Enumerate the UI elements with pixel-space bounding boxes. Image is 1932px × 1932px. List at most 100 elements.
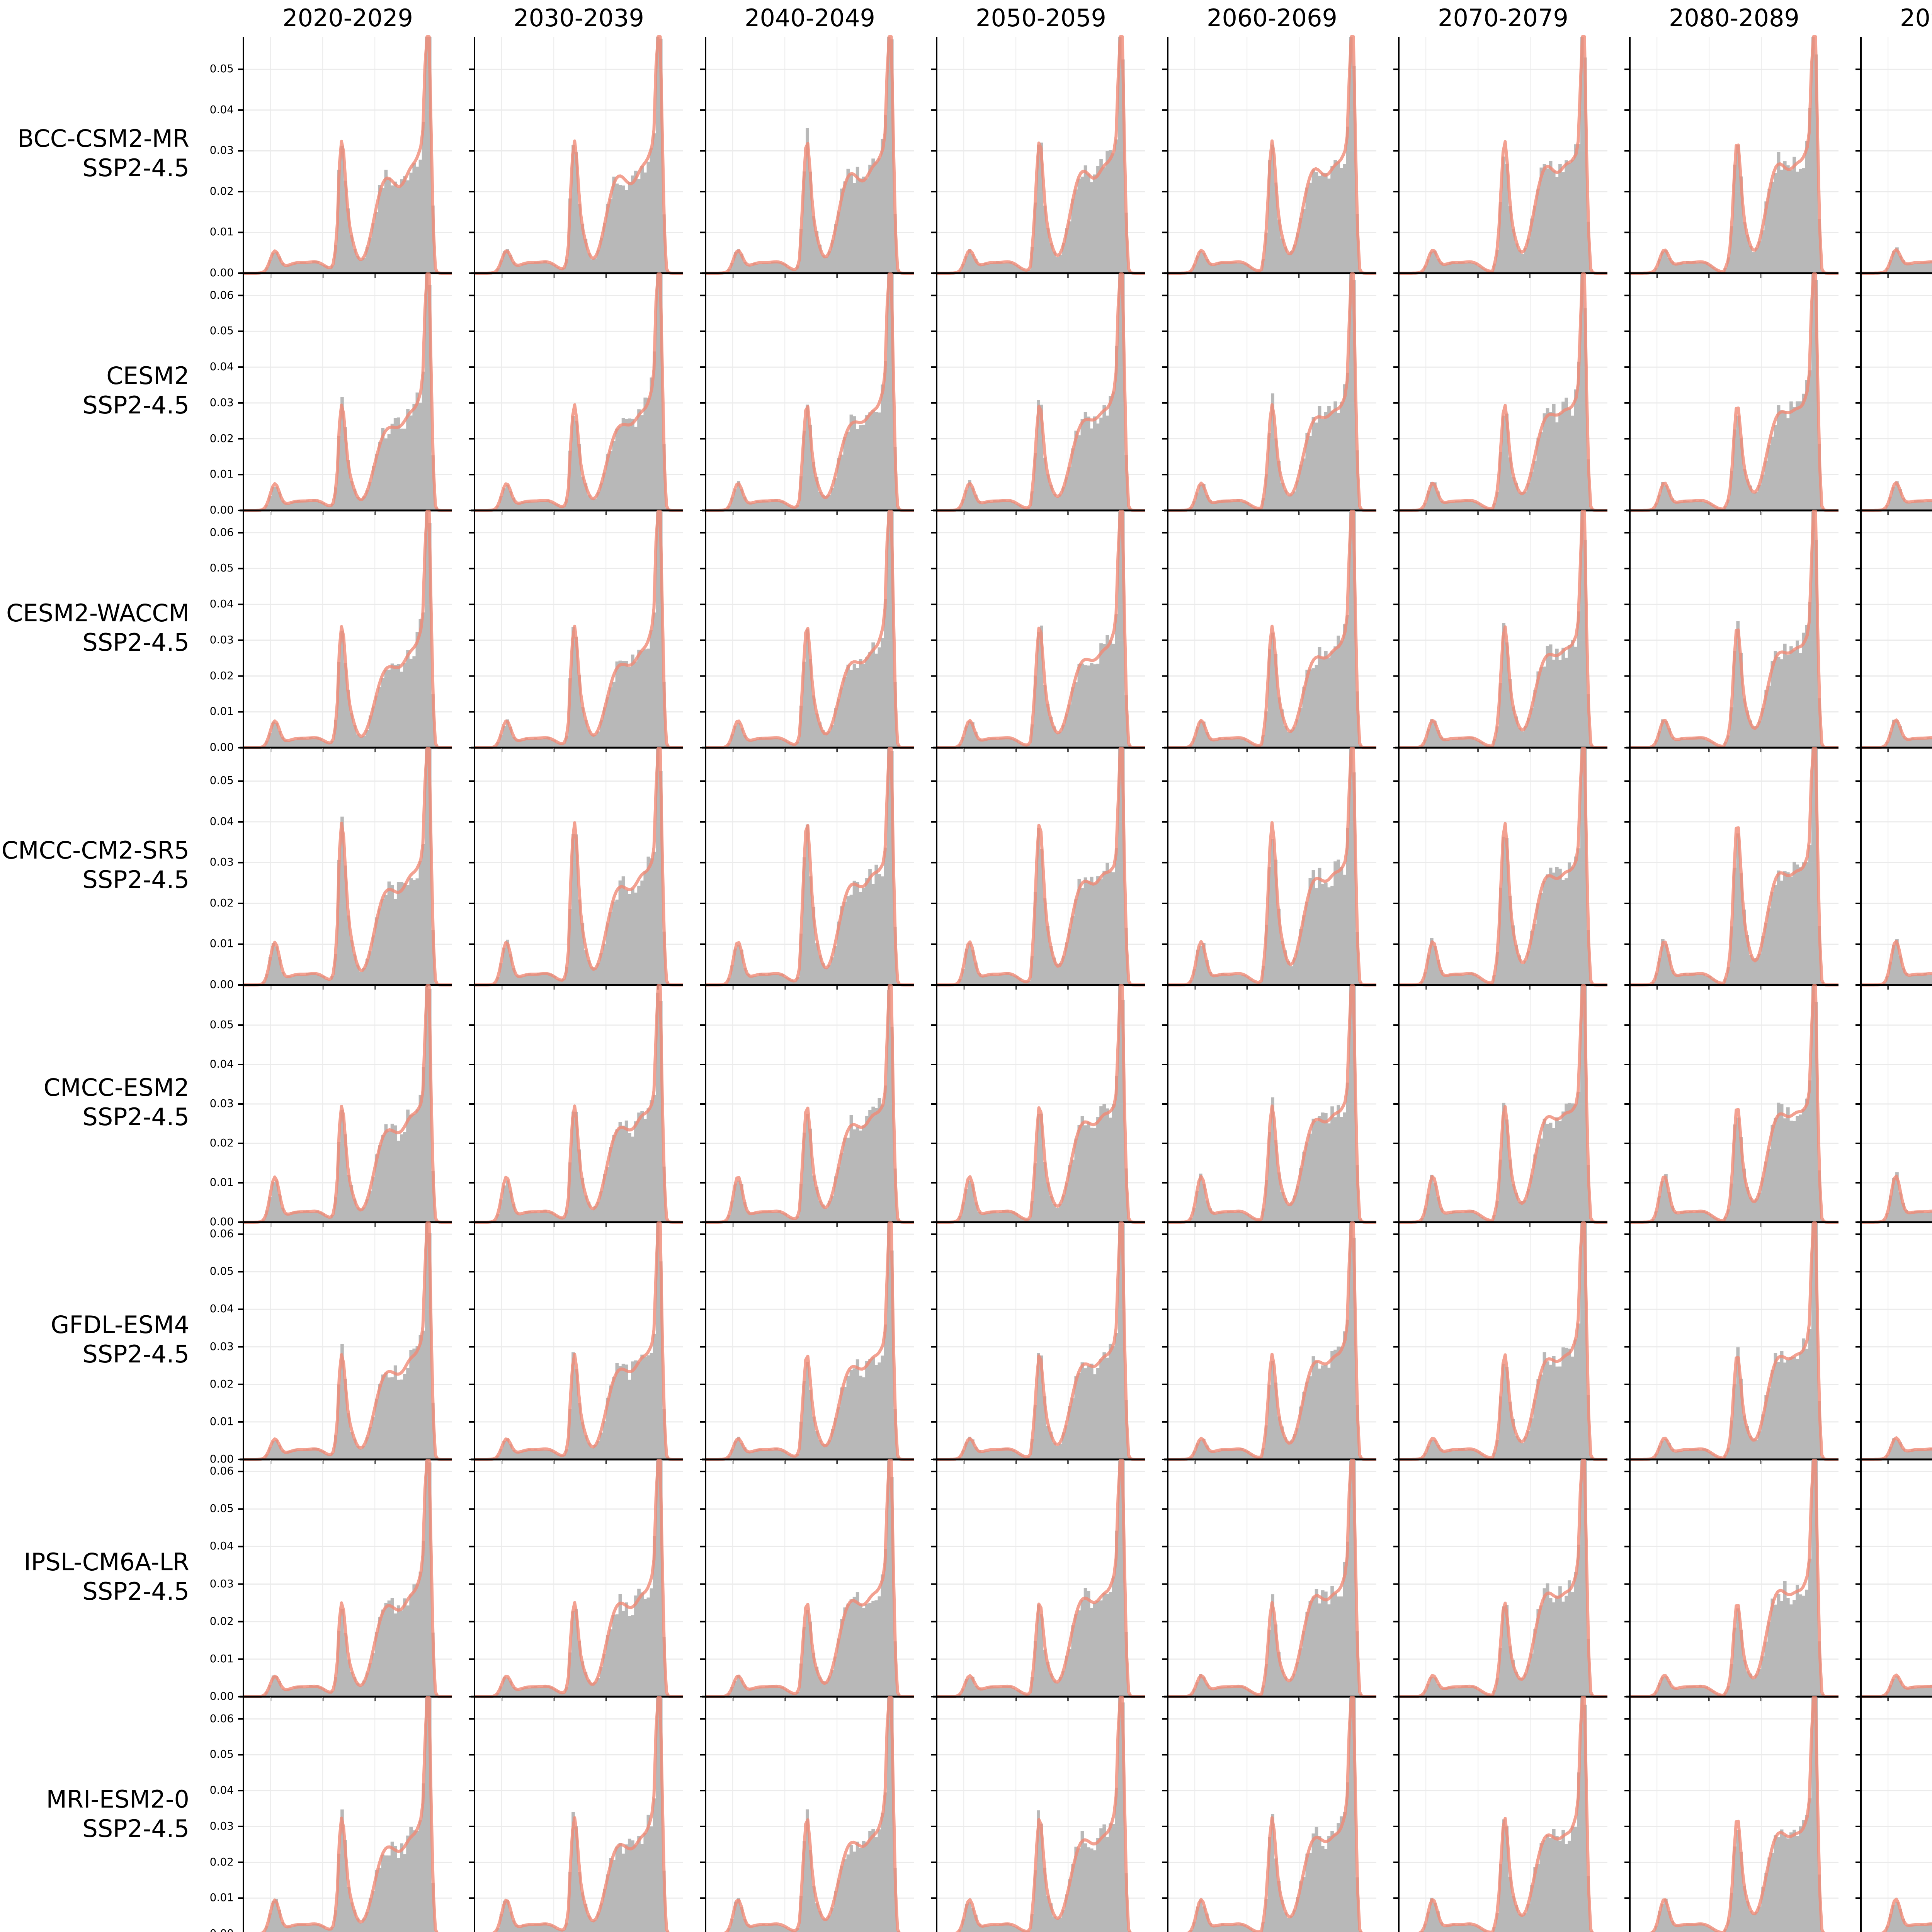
panel-ipsl-cm6a-lr-ssp2-4.5-2080-2089: [1624, 1459, 1838, 1701]
emulated-line: [1861, 1436, 1932, 1461]
emulated-line: [937, 1221, 1145, 1461]
y-tick-label: 0.06: [209, 1464, 234, 1478]
emulated-line: [1861, 940, 1932, 986]
emulated-line: [706, 35, 914, 275]
simulation-histogram: [721, 37, 900, 274]
row-label-text: CESM2 SSP2-4.5: [82, 362, 189, 419]
simulation-histogram: [259, 37, 438, 273]
emulated-line: [1861, 718, 1932, 749]
simulation-histogram: [1883, 1902, 1932, 1932]
emulated-line: [1186, 1696, 1363, 1932]
simulation-histogram: [1648, 1223, 1824, 1459]
simulation-histogram: [721, 1460, 900, 1697]
panel-cmcc-esm2-ssp2-4.5-2050-2059: [931, 984, 1145, 1227]
panel-cmcc-cm2-sr5-ssp2-4.5-2070-2079: [1393, 747, 1607, 990]
panel-ipsl-cm6a-lr-ssp2-4.5-2070-2079: [1393, 1459, 1607, 1701]
panel-cmcc-cm2-sr5-ssp2-4.5-2030-2039: [469, 747, 683, 990]
panel-cesm2-waccm-ssp2-4.5-2040-2049: [700, 510, 914, 752]
panel-ipsl-cm6a-lr-ssp2-4.5-2040-2049: [700, 1459, 914, 1701]
y-tick-label: 0.05: [209, 561, 234, 575]
panel-cesm2-ssp2-4.5-2090-2099: [1855, 274, 1932, 515]
panel-cesm2-ssp2-4.5-2050-2059: [931, 272, 1145, 515]
panel-gfdl-esm4-ssp2-4.5-2050-2059: [931, 1221, 1145, 1464]
emulated-line: [243, 35, 452, 275]
panel-bcc-csm2-mr-ssp2-4.5-2090-2099: [1855, 37, 1932, 278]
simulation-histogram: [721, 1223, 900, 1459]
panel-bcc-csm2-mr-ssp2-4.5-2070-2079: [1393, 35, 1607, 278]
panel-cmcc-cm2-sr5-ssp2-4.5-2080-2089: [1624, 747, 1838, 990]
emulated-line: [474, 510, 683, 749]
emulated-line: [474, 984, 683, 1224]
panel-gfdl-esm4-ssp2-4.5-2020-2029: 0.00 0.01 0.02 0.03 0.04 0.05 0.06: [210, 1221, 452, 1465]
y-tick-label: 0.04: [209, 1058, 234, 1070]
emulated-line: [1399, 1221, 1607, 1461]
emulated-line: [474, 747, 683, 986]
panel-gfdl-esm4-ssp2-4.5-2080-2089: [1624, 1221, 1838, 1464]
y-tick-label: 0.04: [209, 103, 234, 116]
y-tick-label: 0.01: [209, 1415, 234, 1428]
emulated-line: [723, 1696, 901, 1932]
panel-cesm2-ssp2-4.5-2040-2049: [700, 272, 914, 515]
simulation-histogram: [1186, 37, 1362, 273]
simulation-histogram: [1186, 1223, 1362, 1459]
y-tick-label: 0.05: [209, 1748, 234, 1761]
panel-cesm2-ssp2-4.5-2080-2089: [1624, 272, 1838, 515]
row-label-text: CMCC-CM2-SR5 SSP2-4.5: [1, 836, 189, 894]
simulation-histogram: [721, 748, 900, 985]
y-tick-label: 0.06: [209, 526, 234, 539]
row-label-text: GFDL-ESM4 SSP2-4.5: [51, 1311, 189, 1368]
emulated-line: [937, 1459, 1145, 1698]
emulated-line: [243, 1221, 452, 1461]
panel-mri-esm2-0-ssp2-4.5-2020-2029: 0.000.010.020.030.040.050.06: [210, 1696, 452, 1932]
emulated-line: [243, 1459, 452, 1698]
simulation-histogram: [1417, 1460, 1593, 1697]
emulated-line: [243, 510, 452, 749]
simulation-histogram: [1879, 1438, 1932, 1459]
emulated-line: [1630, 984, 1838, 1224]
panel-gfdl-esm4-ssp2-4.5-2090-2099: [1855, 1223, 1932, 1464]
y-tick-label: 0.06: [209, 1227, 234, 1240]
y-tick-label: 0.02: [209, 1614, 234, 1628]
simulation-histogram: [1420, 1697, 1593, 1932]
y-tick-label: 0.01: [209, 1652, 234, 1665]
panel-cesm2-waccm-ssp2-4.5-2090-2099: [1855, 511, 1932, 752]
y-tick-label: 0.04: [209, 360, 234, 373]
y-tick-label: 0.02: [209, 896, 234, 909]
panel-ipsl-cm6a-lr-ssp2-4.5-2030-2039: [469, 1459, 683, 1701]
emulated-line: [474, 272, 683, 512]
emulated-line: [937, 272, 1145, 512]
panel-mri-esm2-0-ssp2-4.5-2070-2079: [1393, 1696, 1607, 1932]
y-tick-label: 0.00: [209, 1215, 234, 1228]
y-tick-label: 0.01: [209, 225, 234, 238]
simulation-histogram: [490, 1460, 669, 1697]
y-tick-label: 0.03: [209, 1340, 234, 1353]
y-tick-label: 0.04: [209, 815, 234, 828]
emulated-line: [1168, 510, 1376, 749]
y-tick-label: 0.01: [209, 1176, 234, 1189]
simulation-histogram: [1648, 1460, 1824, 1697]
y-tick-label: 0.05: [209, 324, 234, 337]
emulated-line: [1630, 1221, 1838, 1461]
simulation-histogram: [490, 274, 669, 510]
simulation-histogram: [1417, 37, 1593, 273]
y-tick-label: 0.00: [209, 741, 234, 753]
emulated-line: [1399, 510, 1607, 749]
y-tick-label: 0.06: [209, 1712, 234, 1725]
emulated-line: [243, 747, 452, 986]
panel-cmcc-esm2-ssp2-4.5-2030-2039: [469, 984, 683, 1227]
panel-cmcc-cm2-sr5-ssp2-4.5-2050-2059: [931, 747, 1145, 990]
emulated-line: [1861, 1174, 1932, 1224]
row-label-text: MRI-ESM2-0 SSP2-4.5: [46, 1785, 189, 1843]
y-tick-label: 0.06: [209, 288, 234, 301]
emulated-line: [1630, 35, 1838, 275]
panel-cesm2-waccm-ssp2-4.5-2060-2069: [1162, 510, 1376, 752]
emulated-line: [1399, 272, 1607, 512]
panel-cesm2-ssp2-4.5-2060-2069: [1162, 272, 1376, 515]
y-tick-label: 0.03: [209, 633, 234, 646]
emulated-line: [1630, 1459, 1838, 1698]
panel-bcc-csm2-mr-ssp2-4.5-2080-2089: [1624, 35, 1838, 278]
simulation-histogram: [490, 992, 669, 1222]
emulated-line: [937, 510, 1145, 749]
panel-mri-esm2-0-ssp2-4.5-2040-2049: [700, 1696, 914, 1932]
y-tick-label: 0.05: [209, 1018, 234, 1031]
